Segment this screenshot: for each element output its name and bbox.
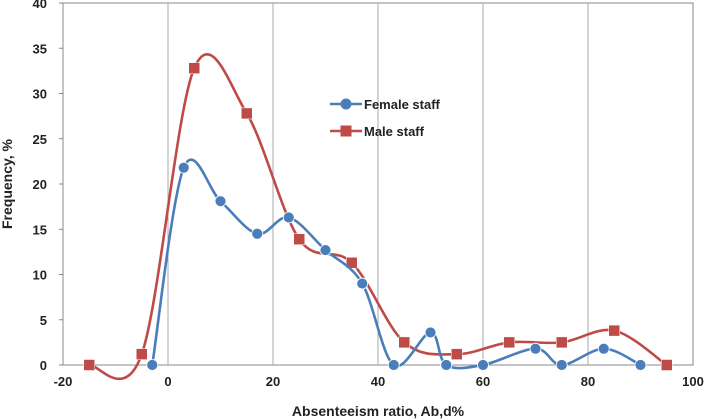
x-axis-title: Absenteeism ratio, Ab,d%: [292, 403, 465, 419]
female-staff-point: [555, 359, 568, 371]
female-staff-point: [319, 244, 332, 256]
male-staff-point: [293, 233, 305, 245]
legend-female-staff-label: Female staff: [364, 97, 441, 112]
female-staff-point: [440, 359, 453, 371]
female-staff-line: [150, 158, 642, 370]
male-staff-point: [346, 256, 358, 269]
x-tick-label: 100: [682, 374, 704, 389]
y-tick-label: 0: [40, 358, 47, 373]
x-tick-label: 20: [266, 374, 280, 389]
female-staff-point: [146, 359, 159, 371]
female-staff-point: [477, 359, 489, 371]
x-tick-label: 80: [581, 374, 595, 389]
male-staff-point: [608, 324, 620, 337]
y-tick-label: 40: [33, 0, 47, 11]
y-tick-label: 20: [33, 177, 47, 192]
female-staff-point: [214, 195, 227, 208]
series-layer: [83, 53, 673, 381]
male-staff-point: [83, 359, 95, 371]
female-staff-point: [356, 277, 369, 290]
x-tick-label: 40: [371, 374, 385, 389]
male-staff-point: [661, 359, 673, 371]
male-staff-point: [188, 62, 200, 74]
y-tick-label: 25: [33, 132, 47, 147]
y-axis-title: Frequency, %: [0, 138, 15, 229]
male-staff-point: [136, 348, 148, 360]
female-staff-point: [634, 359, 647, 371]
legend-male-staff-label: Male staff: [364, 124, 425, 139]
male-staff-point: [398, 336, 410, 349]
male-staff-point: [241, 107, 253, 120]
grid-lines: [167, 3, 589, 365]
axes: -20 0 20 40 60 80 100 0 5 10 15 20 25 30 35 40: [33, 0, 704, 389]
male-staff-point: [451, 348, 463, 360]
female-staff-point: [424, 326, 437, 339]
female-staff-point: [597, 342, 610, 355]
male-staff-point: [556, 336, 568, 349]
y-tick-label: 30: [33, 87, 47, 102]
female-staff-point: [387, 359, 400, 371]
legend-male-staff-marker: [340, 125, 352, 137]
x-tick-label: -20: [54, 374, 73, 389]
male-staff-point: [503, 336, 515, 349]
y-tick-label: 10: [33, 268, 47, 283]
x-tick-label: 0: [164, 374, 171, 389]
female-staff-point: [251, 227, 264, 240]
legend: Female staff Male staff: [330, 97, 441, 139]
y-tick-label: 15: [33, 222, 47, 237]
legend-female-staff-marker: [340, 98, 352, 110]
y-tick-label: 5: [40, 313, 47, 328]
y-tick-label: 35: [33, 41, 47, 56]
female-staff-point: [177, 161, 190, 174]
female-staff-point: [282, 211, 295, 224]
x-tick-label: 60: [476, 374, 490, 389]
female-staff-point: [529, 342, 542, 355]
